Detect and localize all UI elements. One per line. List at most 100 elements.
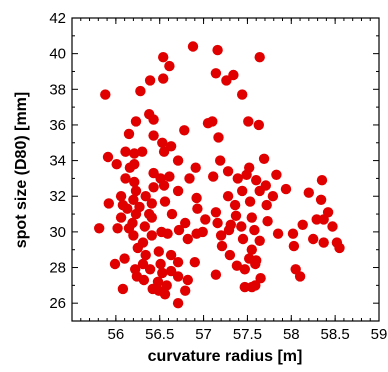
data-point: [164, 60, 175, 72]
data-point: [100, 89, 111, 100]
data-point: [184, 173, 195, 184]
data-point: [225, 219, 236, 230]
data-point: [192, 203, 203, 214]
data-point: [210, 207, 222, 218]
data-point: [241, 169, 252, 180]
data-point: [180, 217, 191, 229]
data-point: [187, 41, 199, 52]
data-point: [148, 130, 159, 141]
data-point: [243, 116, 254, 127]
y-tick-label: 32: [49, 188, 66, 205]
data-point: [246, 212, 257, 223]
data-point: [128, 194, 139, 205]
x-tick-label: 58.5: [321, 326, 350, 343]
data-points: [94, 41, 345, 309]
data-point: [287, 228, 299, 239]
data-point: [122, 203, 133, 214]
data-point: [200, 214, 211, 225]
y-tick-label: 38: [49, 81, 66, 98]
y-tick-label: 28: [49, 260, 66, 277]
plot-frame: [71, 17, 380, 322]
data-point: [130, 116, 142, 127]
data-point: [109, 258, 121, 270]
data-point: [158, 180, 170, 191]
data-point: [112, 223, 123, 234]
y-tick-label: 40: [49, 46, 66, 63]
y-axis: 26 28 30 32 34 36 38 40 42: [49, 10, 379, 322]
data-point: [140, 249, 151, 261]
data-point: [215, 230, 227, 241]
data-point: [130, 208, 142, 220]
data-point: [236, 221, 247, 232]
data-point: [244, 196, 256, 207]
data-point: [327, 221, 338, 232]
x-tick-label: 58: [283, 326, 300, 343]
data-point: [158, 146, 170, 157]
data-point: [103, 198, 115, 209]
data-point: [254, 52, 265, 63]
data-point: [161, 280, 172, 291]
data-point: [157, 267, 168, 279]
data-point: [210, 68, 222, 79]
data-point: [246, 244, 257, 255]
data-point: [222, 166, 234, 177]
y-tick-label: 42: [49, 10, 66, 27]
data-point: [224, 249, 236, 261]
data-point: [262, 216, 273, 227]
data-point: [120, 146, 131, 157]
data-point: [153, 246, 164, 257]
y-tick-label: 26: [49, 295, 66, 312]
data-point: [213, 132, 224, 143]
data-point: [165, 141, 177, 152]
data-point: [315, 194, 327, 205]
data-point: [267, 191, 279, 202]
data-point: [123, 223, 135, 234]
y-tick-label: 30: [49, 224, 66, 241]
data-point: [316, 175, 328, 186]
data-point: [146, 230, 157, 241]
y-tick-label: 36: [49, 117, 66, 134]
y-tick-label: 34: [49, 153, 66, 170]
data-point: [288, 240, 300, 252]
data-point: [294, 271, 306, 282]
data-point: [221, 75, 232, 86]
data-point: [157, 137, 168, 148]
data-point: [303, 187, 314, 198]
data-point: [165, 249, 177, 261]
data-point: [249, 224, 260, 236]
data-point: [164, 171, 175, 182]
data-point: [318, 237, 329, 248]
data-point: [182, 274, 193, 286]
data-point: [138, 274, 150, 286]
data-point: [124, 162, 136, 173]
data-point: [102, 151, 114, 163]
data-point: [207, 116, 218, 127]
data-point: [119, 253, 130, 264]
data-point: [228, 69, 239, 81]
data-point: [190, 162, 201, 173]
data-point: [189, 257, 200, 268]
data-point: [172, 257, 184, 268]
data-point: [158, 73, 169, 84]
data-point: [153, 285, 164, 296]
data-point: [144, 208, 155, 220]
data-point: [144, 75, 156, 86]
data-point: [172, 271, 184, 282]
data-point: [308, 233, 319, 245]
data-point: [172, 185, 184, 197]
data-point: [146, 198, 157, 209]
data-point: [191, 192, 202, 204]
data-point: [155, 258, 166, 270]
data-point: [123, 128, 135, 140]
x-axis-label: curvature radius [m]: [148, 348, 303, 365]
x-tick-label: 59: [371, 326, 388, 343]
data-point: [251, 175, 262, 186]
data-point: [232, 173, 243, 184]
data-point: [139, 221, 150, 232]
data-point: [237, 185, 248, 197]
data-point: [135, 85, 146, 97]
x-tick-label: 56.5: [145, 326, 174, 343]
data-point: [162, 228, 173, 239]
data-point: [255, 273, 266, 284]
